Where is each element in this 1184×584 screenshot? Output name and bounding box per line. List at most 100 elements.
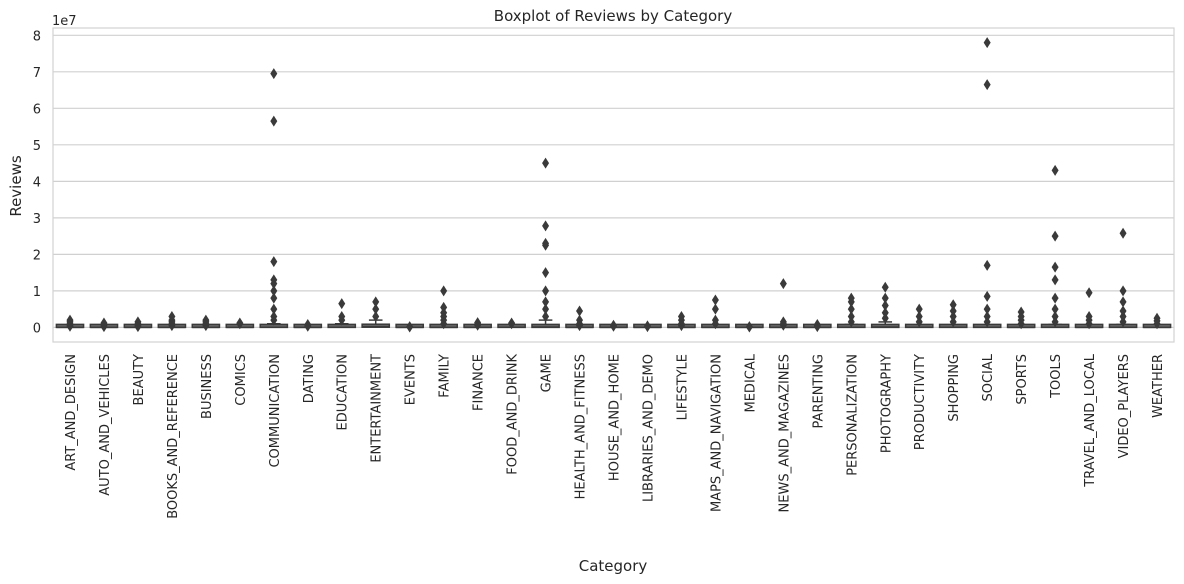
box-health-and-fitness [565,305,594,332]
outlier-point [168,310,176,322]
x-tick-label: HOUSE_AND_HOME [608,354,623,481]
y-tick-label: 1 [33,285,41,300]
x-tick-label: BEAUTY [132,354,147,405]
outlier-point [372,303,380,315]
outlier-point [270,274,278,286]
x-tick-label: TOOLS [1049,354,1064,399]
outlier-point [270,68,278,80]
outlier-point [440,285,448,297]
box-productivity [904,303,934,329]
x-tick-labels: ART_AND_DESIGN AUTO_AND_VEHICLES BEAUTY BOO… [64,353,1166,519]
outlier-point [270,256,278,268]
box-travel-and-local [1074,287,1104,330]
outlier-point [1051,292,1059,304]
x-tick-label: WEATHER [1151,354,1166,418]
outlier-point [847,310,855,322]
box-sports [1006,306,1036,330]
outlier-point [1051,230,1059,242]
x-tick-label: EDUCATION [336,354,351,430]
x-tick-label: SPORTS [1015,354,1030,405]
outlier-point [236,317,244,329]
outlier-point [542,310,550,322]
outlier-point [677,310,685,322]
outlier-point [270,292,278,304]
outlier-point [270,115,278,127]
y-tick-label: 8 [33,29,41,44]
x-tick-label: FAMILY [438,354,453,398]
outlier-point [1051,310,1059,322]
outlier-point [1051,164,1059,176]
plot-frame [52,27,1175,343]
box-family [429,285,458,330]
x-tick-label: PHOTOGRAPHY [879,354,894,453]
outlier-point [779,278,787,290]
x-tick-label: HEALTH_AND_FITNESS [574,354,589,499]
outlier-point [576,305,584,317]
outlier-point [915,310,923,322]
outlier-point [881,292,889,304]
outlier-point [983,259,991,271]
outlier-point [711,314,719,326]
outlier-point [813,318,821,330]
outlier-point [847,303,855,315]
box-dating [293,318,323,332]
outlier-point [270,285,278,297]
x-tick-label: FINANCE [472,354,487,411]
x-tick-label: MAPS_AND_NAVIGATION [709,354,724,512]
box-events [395,321,425,333]
y-tick-label: 4 [33,175,41,190]
outlier-point [711,294,719,306]
y-tick-labels: 0 1 2 3 4 5 6 7 8 [33,29,41,336]
x-tick-label: MEDICAL [743,353,758,412]
box-beauty [123,316,153,333]
outlier-point [1085,310,1093,322]
x-tick-label: SHOPPING [947,354,962,422]
box-books-and-reference [157,310,187,332]
outlier-point [847,292,855,304]
outlier-point [1119,305,1127,317]
boxes [55,37,1172,333]
x-tick-label: ENTERTAINMENT [370,354,385,463]
outlier-point [406,321,414,333]
y-axis-title: Reviews [7,155,25,217]
outlier-point [779,316,787,328]
x-axis-title: Category [579,557,648,575]
outlier-point [1119,296,1127,308]
outlier-point [1051,261,1059,273]
y-offset-label: 1e7 [52,14,77,29]
outlier-point [542,285,550,297]
outlier-point [372,310,380,322]
box-medical [735,321,764,333]
x-tick-label: FOOD_AND_DRINK [506,354,521,475]
box-parenting [802,318,832,333]
outlier-point [542,296,550,308]
x-tick-label: PARENTING [811,354,826,428]
outlier-point [1085,287,1093,299]
outlier-point [881,299,889,311]
x-tick-label: ART_AND_DESIGN [64,354,79,471]
outlier-point [983,303,991,315]
outlier-point [949,305,957,317]
outlier-point [983,79,991,91]
outlier-point [915,303,923,315]
x-tick-label: LIFESTYLE [675,354,690,420]
box-education [327,298,357,329]
outlier-point [1119,227,1127,239]
x-tick-label: DATING [302,354,317,403]
box-video-players [1108,227,1138,329]
box-social [972,37,1002,329]
box-game [531,157,560,329]
box-weather [1142,312,1172,330]
x-tick-label: TRAVEL_AND_LOCAL [1083,353,1098,487]
outlier-point [881,281,889,293]
outlier-point [372,296,380,308]
box-art-and-design [55,314,85,332]
outlier-point [1017,306,1025,318]
outlier-point [270,303,278,315]
box-libraries-and-demo [633,320,662,333]
y-tick-label: 2 [33,248,41,263]
outlier-point [949,299,957,311]
outlier-point [576,314,584,326]
